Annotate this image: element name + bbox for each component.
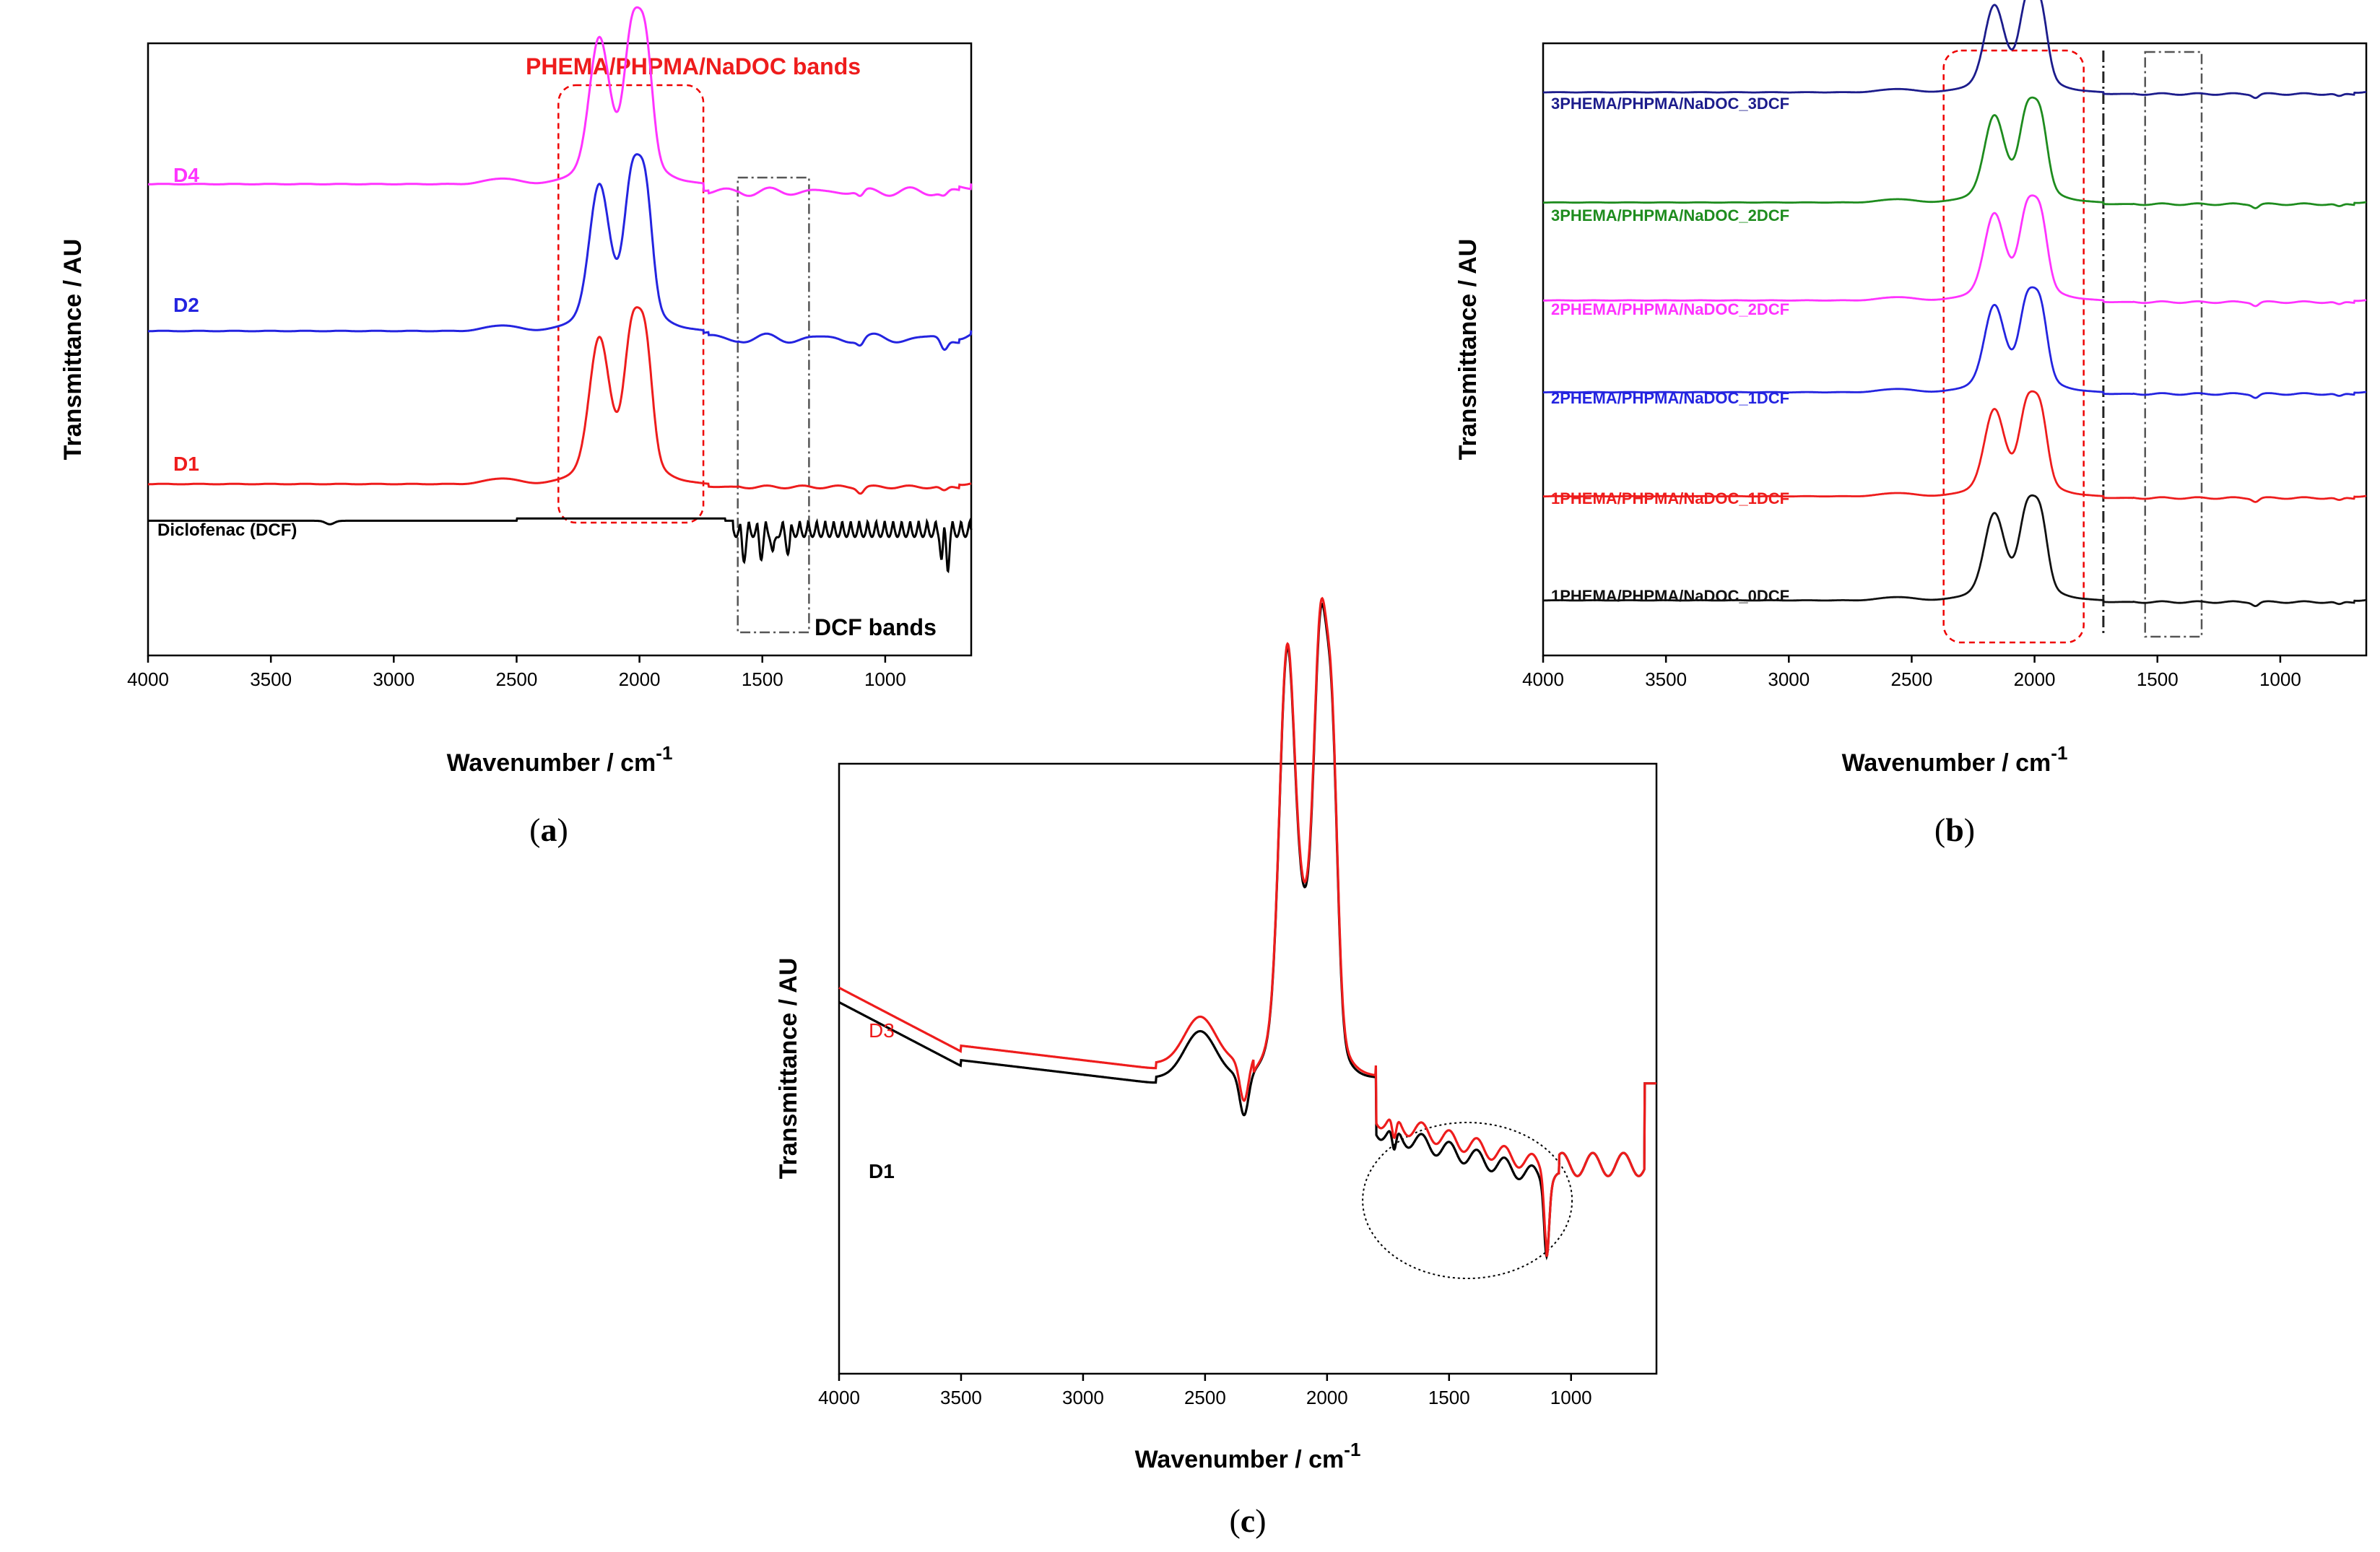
panel-c-label-d1: D1: [869, 1160, 895, 1182]
panel-b-series-5: [1543, 0, 2367, 100]
x-tick-label: 1500: [742, 668, 783, 690]
x-tick-label: 4000: [818, 1387, 860, 1408]
x-tick-label: 3000: [1062, 1387, 1104, 1408]
panel-a-annotations: PHEMA/PHPMA/NaDOC bands DCF bands: [526, 53, 937, 640]
x-tick-label: 2000: [619, 668, 661, 690]
x-tick-label: 3500: [1645, 668, 1687, 690]
panel-b-series-3: [1543, 194, 2367, 308]
panel-a-xlabel: Wavenumber / cm-1: [447, 742, 673, 777]
panel-b-series: [1543, 0, 2367, 608]
panel-b-series-1: [1543, 390, 2367, 503]
panel-b-series-labels: 1PHEMA/PHPMA/NaDOC_0DCF 1PHEMA/PHPMA/NaD…: [1551, 95, 1789, 605]
x-tick-label: 2000: [2014, 668, 2056, 690]
panel-a-ylabel: Transmittance / AU: [59, 239, 87, 461]
panel-a-series: [148, 6, 973, 574]
panel-a-label-d4: D4: [173, 164, 199, 186]
panel-a-chart: 4000 3500 3000 2500 2000 1500 1000 PHEMA/PHPMA…: [59, 6, 973, 848]
panel-a-series-3: [148, 6, 973, 197]
panel-c-x-ticks: 4000 3500 3000 2500 2000 1500 1000: [818, 1374, 1592, 1408]
panel-a-label-d2: D2: [173, 294, 199, 316]
panel-a-label-dcf: Diclofenac (DCF): [157, 520, 297, 540]
panel-b-series-4: [1543, 96, 2367, 209]
panel-b-dcf-box: [2144, 51, 2203, 638]
panel-a-series-1: [148, 306, 972, 495]
panel-c-series: [838, 596, 1656, 1261]
x-tick-label: 1500: [2137, 668, 2179, 690]
x-tick-label: 4000: [1522, 668, 1564, 690]
x-tick-label: 2500: [496, 668, 538, 690]
x-tick-label: 2500: [1184, 1387, 1226, 1408]
panel-c-ylabel: Transmittance / AU: [775, 958, 802, 1180]
panel-b-ylabel: Transmittance / AU: [1454, 239, 1482, 461]
x-tick-label: 3000: [373, 668, 414, 690]
panel-c-series-1: [838, 596, 1656, 1257]
panel-b-polymer-bands-box: [1942, 49, 2085, 644]
x-tick-label: 2500: [1891, 668, 1933, 690]
panel-a-dcf-bands-label: DCF bands: [815, 614, 937, 640]
panel-b-label-4: 3PHEMA/PHPMA/NaDOC_2DCF: [1551, 206, 1789, 224]
x-tick-label: 3500: [250, 668, 292, 690]
panel-a-dcf-bands-box: [737, 176, 810, 634]
panel-b-label-1: 1PHEMA/PHPMA/NaDOC_1DCF: [1551, 489, 1789, 507]
panel-b-label-2: 2PHEMA/PHPMA/NaDOC_1DCF: [1551, 389, 1789, 407]
panel-a-label-d1: D1: [173, 453, 199, 475]
panel-a-series-labels: Diclofenac (DCF) D1 D2 D4: [157, 164, 297, 540]
x-tick-label: 3000: [1768, 668, 1810, 690]
panel-b-series-0: [1543, 494, 2367, 608]
panel-c-chart: 4000 3500 3000 2500 2000 1500 1000 D3 D1 Trans…: [775, 596, 1658, 1539]
x-tick-label: 1500: [1428, 1387, 1470, 1408]
panel-b-x-ticks: 4000 3500 3000 2500 2000 1500 1000: [1522, 655, 2301, 690]
panel-c-plot-frame: [838, 762, 1658, 1375]
panel-b-label-0: 1PHEMA/PHPMA/NaDOC_0DCF: [1551, 587, 1789, 605]
panel-a-plot-frame: [147, 42, 973, 657]
panel-a-polymer-bands-label: PHEMA/PHPMA/NaDOC bands: [526, 53, 861, 79]
panel-c-xlabel: Wavenumber / cm-1: [1135, 1439, 1361, 1473]
panel-a-series-0: [148, 517, 973, 574]
x-tick-label: 1000: [864, 668, 906, 690]
panel-a-x-ticks: 4000 3500 3000 2500 2000 1500 1000: [127, 655, 906, 690]
panel-a-polymer-bands-box: [557, 84, 705, 524]
panel-c-series-0: [838, 602, 1656, 1261]
x-tick-label: 1000: [1550, 1387, 1592, 1408]
panel-c-series-labels: D3 D1: [869, 1019, 895, 1182]
panel-b-letter: (b): [1934, 811, 1975, 848]
panel-b-annotations: [1942, 49, 2203, 644]
panel-c-letter: (c): [1229, 1502, 1266, 1539]
x-tick-label: 3500: [940, 1387, 982, 1408]
x-tick-label: 1000: [2259, 668, 2301, 690]
panel-b-label-3: 2PHEMA/PHPMA/NaDOC_2DCF: [1551, 300, 1789, 318]
panel-a-series-2: [148, 153, 973, 352]
panel-b-label-5: 3PHEMA/PHPMA/NaDOC_3DCF: [1551, 95, 1789, 113]
panel-c-label-d3: D3: [869, 1019, 895, 1042]
panel-b-series-2: [1543, 286, 2367, 399]
panel-b-plot-frame: [1542, 42, 2368, 657]
panel-b-xlabel: Wavenumber / cm-1: [1842, 742, 2068, 777]
panel-b-chart: 4000 3500 3000 2500 2000 1500 1000 1PHEMA/PHPM…: [1454, 0, 2368, 848]
panel-a-letter: (a): [529, 811, 568, 848]
x-tick-label: 2000: [1306, 1387, 1348, 1408]
panel-c-dotted-ellipse: [1362, 1122, 1573, 1279]
x-tick-label: 4000: [127, 668, 169, 690]
